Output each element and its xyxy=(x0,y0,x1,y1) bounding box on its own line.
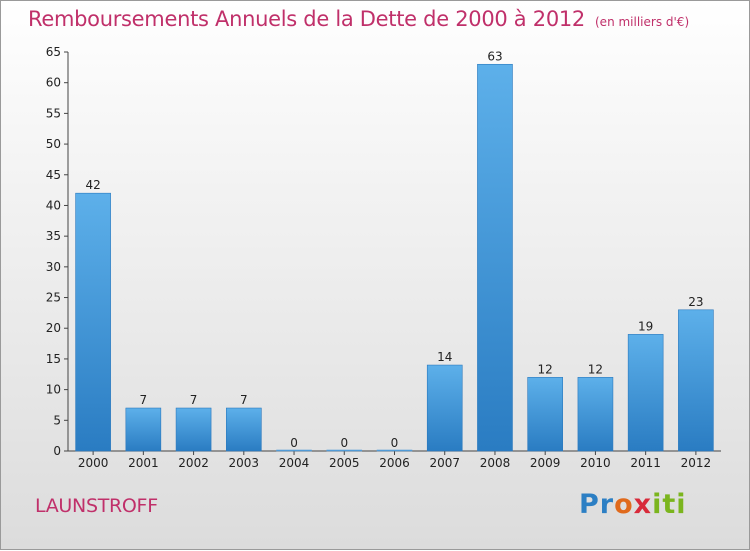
bar-2003 xyxy=(226,407,262,452)
x-tick-label-2010: 2010 xyxy=(580,456,611,470)
chart-title-text: Remboursements Annuels de la Dette de 20… xyxy=(28,7,585,31)
y-tick-label: 40 xyxy=(46,198,61,212)
bars xyxy=(75,63,714,452)
bar-2012 xyxy=(678,309,714,452)
x-tick-label-2011: 2011 xyxy=(630,456,661,470)
data-label-2000: 42 xyxy=(85,178,100,192)
bar-2001 xyxy=(125,407,162,452)
data-label-2008: 63 xyxy=(487,49,502,63)
proxiti-logo: Proxiti xyxy=(579,489,687,520)
x-tick-label-2003: 2003 xyxy=(229,456,260,470)
data-label-2002: 7 xyxy=(190,393,198,407)
x-tick-label-2012: 2012 xyxy=(681,456,712,470)
bar-2011 xyxy=(627,334,664,452)
y-tick-label: 30 xyxy=(46,260,61,274)
x-tick-label-2008: 2008 xyxy=(480,456,511,470)
place-name: LAUNSTROFF xyxy=(35,495,158,517)
y-tick-label: 20 xyxy=(46,321,61,335)
bar-2009 xyxy=(527,377,563,452)
x-tick-label-2009: 2009 xyxy=(530,456,561,470)
bar-2008 xyxy=(477,63,513,452)
y-tick-label: 45 xyxy=(46,168,61,182)
y-tick-label: 15 xyxy=(46,352,61,366)
y-tick-label: 55 xyxy=(46,106,61,120)
data-labels: 42 7 7 7 0 0 0 14 63 12 12 19 23 xyxy=(85,49,703,450)
chart-subtitle: (en milliers d'€) xyxy=(595,15,690,29)
data-label-2012: 23 xyxy=(688,295,703,309)
data-label-2006: 0 xyxy=(391,436,399,450)
x-tick-label-2007: 2007 xyxy=(429,456,460,470)
chart-title: Remboursements Annuels de la Dette de 20… xyxy=(28,7,689,31)
bar-2004 xyxy=(276,449,312,452)
x-tick-label-2004: 2004 xyxy=(279,456,310,470)
y-tick-label: 65 xyxy=(46,45,61,59)
y-tick-label: 5 xyxy=(53,413,61,427)
bar-2006 xyxy=(376,449,413,452)
bar-2005 xyxy=(326,449,363,452)
data-label-2011: 19 xyxy=(638,319,653,333)
y-tick-label: 35 xyxy=(46,229,61,243)
data-label-2010: 12 xyxy=(588,362,603,376)
x-tick-label-2002: 2002 xyxy=(178,456,209,470)
data-label-2004: 0 xyxy=(290,436,298,450)
x-tick-label-2005: 2005 xyxy=(329,456,360,470)
bar-2002 xyxy=(175,407,212,452)
bar-2000 xyxy=(75,192,111,452)
y-tick-label: 25 xyxy=(46,291,61,305)
x-tick-label-2001: 2001 xyxy=(128,456,159,470)
y-tick-label: 10 xyxy=(46,383,61,397)
y-tick-label: 60 xyxy=(46,76,61,90)
axes: 0 5 10 15 20 25 30 35 40 45 50 55 60 65 2000 2001 2002 20… xyxy=(46,45,721,470)
y-tick-label: 0 xyxy=(53,444,61,458)
data-label-2005: 0 xyxy=(340,436,348,450)
x-tick-label-2006: 2006 xyxy=(379,456,410,470)
data-label-2009: 12 xyxy=(538,362,553,376)
bar-2007 xyxy=(426,364,463,452)
data-label-2001: 7 xyxy=(140,393,148,407)
bar-2010 xyxy=(577,377,614,452)
y-tick-label: 50 xyxy=(46,137,61,151)
data-label-2003: 7 xyxy=(240,393,248,407)
x-tick-label-2000: 2000 xyxy=(78,456,109,470)
data-label-2007: 14 xyxy=(437,350,452,364)
